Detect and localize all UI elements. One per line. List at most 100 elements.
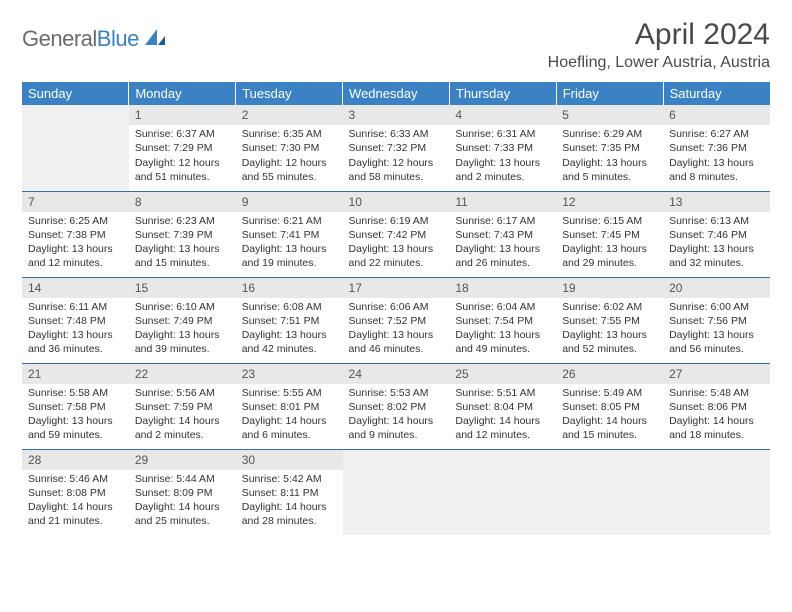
sunrise-text: Sunrise: 5:56 AM	[135, 386, 230, 400]
sunrise-text: Sunrise: 5:55 AM	[242, 386, 337, 400]
weekday-header: Friday	[556, 82, 663, 105]
brand-part2: Blue	[97, 26, 139, 51]
day-number: 26	[556, 364, 663, 384]
calendar-cell: 17Sunrise: 6:06 AMSunset: 7:52 PMDayligh…	[343, 277, 450, 363]
day-body: Sunrise: 5:51 AMSunset: 8:04 PMDaylight:…	[449, 384, 556, 447]
sunrise-text: Sunrise: 6:08 AM	[242, 300, 337, 314]
daylight-text: Daylight: 13 hours and 22 minutes.	[349, 242, 444, 270]
sail-icon	[143, 27, 167, 52]
sunset-text: Sunset: 8:01 PM	[242, 400, 337, 414]
day-body: Sunrise: 6:04 AMSunset: 7:54 PMDaylight:…	[449, 298, 556, 361]
calendar-cell: 7 Sunrise: 6:25 AMSunset: 7:38 PMDaylight…	[22, 191, 129, 277]
day-number: 7	[22, 192, 129, 212]
sunset-text: Sunset: 8:08 PM	[28, 486, 123, 500]
day-body: Sunrise: 5:46 AMSunset: 8:08 PMDaylight:…	[22, 470, 129, 533]
daylight-text: Daylight: 12 hours and 55 minutes.	[242, 156, 337, 184]
day-body: Sunrise: 6:35 AMSunset: 7:30 PMDaylight:…	[236, 125, 343, 188]
sunrise-text: Sunrise: 6:02 AM	[562, 300, 657, 314]
sunrise-text: Sunrise: 6:27 AM	[669, 127, 764, 141]
sunset-text: Sunset: 7:45 PM	[562, 228, 657, 242]
sunset-text: Sunset: 7:30 PM	[242, 141, 337, 155]
daylight-text: Daylight: 13 hours and 52 minutes.	[562, 328, 657, 356]
day-number: 4	[449, 105, 556, 125]
sunrise-text: Sunrise: 6:11 AM	[28, 300, 123, 314]
daylight-text: Daylight: 13 hours and 12 minutes.	[28, 242, 123, 270]
daylight-text: Daylight: 13 hours and 29 minutes.	[562, 242, 657, 270]
sunrise-text: Sunrise: 6:23 AM	[135, 214, 230, 228]
sunset-text: Sunset: 7:32 PM	[349, 141, 444, 155]
sunrise-text: Sunrise: 5:58 AM	[28, 386, 123, 400]
sunset-text: Sunset: 7:41 PM	[242, 228, 337, 242]
day-number: 3	[343, 105, 450, 125]
sunset-text: Sunset: 7:56 PM	[669, 314, 764, 328]
sunset-text: Sunset: 8:04 PM	[455, 400, 550, 414]
daylight-text: Daylight: 14 hours and 15 minutes.	[562, 414, 657, 442]
day-body: Sunrise: 6:13 AMSunset: 7:46 PMDaylight:…	[663, 212, 770, 275]
daylight-text: Daylight: 14 hours and 2 minutes.	[135, 414, 230, 442]
day-number: 6	[663, 105, 770, 125]
calendar-row: 1Sunrise: 6:37 AMSunset: 7:29 PMDaylight…	[22, 105, 770, 191]
sunset-text: Sunset: 7:39 PM	[135, 228, 230, 242]
sunrise-text: Sunrise: 6:25 AM	[28, 214, 123, 228]
calendar-cell: 1Sunrise: 6:37 AMSunset: 7:29 PMDaylight…	[129, 105, 236, 191]
calendar-cell: 9Sunrise: 6:21 AMSunset: 7:41 PMDaylight…	[236, 191, 343, 277]
sunset-text: Sunset: 8:09 PM	[135, 486, 230, 500]
daylight-text: Daylight: 13 hours and 56 minutes.	[669, 328, 764, 356]
sunrise-text: Sunrise: 6:06 AM	[349, 300, 444, 314]
day-number: 5	[556, 105, 663, 125]
daylight-text: Daylight: 13 hours and 26 minutes.	[455, 242, 550, 270]
day-number: 25	[449, 364, 556, 384]
title-block: April 2024 Hoefling, Lower Austria, Aust…	[548, 18, 770, 72]
sunset-text: Sunset: 8:06 PM	[669, 400, 764, 414]
calendar-cell: 6Sunrise: 6:27 AMSunset: 7:36 PMDaylight…	[663, 105, 770, 191]
sunrise-text: Sunrise: 5:46 AM	[28, 472, 123, 486]
day-number: 8	[129, 192, 236, 212]
calendar-cell: 22Sunrise: 5:56 AMSunset: 7:59 PMDayligh…	[129, 363, 236, 449]
day-body: Sunrise: 5:55 AMSunset: 8:01 PMDaylight:…	[236, 384, 343, 447]
sunrise-text: Sunrise: 5:51 AM	[455, 386, 550, 400]
day-body: Sunrise: 5:42 AMSunset: 8:11 PMDaylight:…	[236, 470, 343, 533]
calendar-table: Sunday Monday Tuesday Wednesday Thursday…	[22, 82, 770, 535]
day-body: Sunrise: 6:08 AMSunset: 7:51 PMDaylight:…	[236, 298, 343, 361]
day-body: Sunrise: 6:21 AMSunset: 7:41 PMDaylight:…	[236, 212, 343, 275]
day-number: 27	[663, 364, 770, 384]
day-number: 16	[236, 278, 343, 298]
day-body: Sunrise: 5:49 AMSunset: 8:05 PMDaylight:…	[556, 384, 663, 447]
daylight-text: Daylight: 14 hours and 25 minutes.	[135, 500, 230, 528]
brand-part1: General	[22, 26, 97, 51]
weekday-header: Saturday	[663, 82, 770, 105]
daylight-text: Daylight: 13 hours and 49 minutes.	[455, 328, 550, 356]
day-number: 14	[22, 278, 129, 298]
daylight-text: Daylight: 14 hours and 6 minutes.	[242, 414, 337, 442]
day-body: Sunrise: 5:48 AMSunset: 8:06 PMDaylight:…	[663, 384, 770, 447]
sunset-text: Sunset: 7:58 PM	[28, 400, 123, 414]
calendar-cell: 20Sunrise: 6:00 AMSunset: 7:56 PMDayligh…	[663, 277, 770, 363]
day-body: Sunrise: 6:23 AMSunset: 7:39 PMDaylight:…	[129, 212, 236, 275]
day-number: 18	[449, 278, 556, 298]
day-number: 28	[22, 450, 129, 470]
calendar-cell: 23Sunrise: 5:55 AMSunset: 8:01 PMDayligh…	[236, 363, 343, 449]
sunset-text: Sunset: 7:42 PM	[349, 228, 444, 242]
daylight-text: Daylight: 13 hours and 19 minutes.	[242, 242, 337, 270]
calendar-row: 14Sunrise: 6:11 AMSunset: 7:48 PMDayligh…	[22, 277, 770, 363]
sunset-text: Sunset: 8:05 PM	[562, 400, 657, 414]
daylight-text: Daylight: 13 hours and 32 minutes.	[669, 242, 764, 270]
sunrise-text: Sunrise: 6:19 AM	[349, 214, 444, 228]
day-number: 19	[556, 278, 663, 298]
sunset-text: Sunset: 7:36 PM	[669, 141, 764, 155]
sunrise-text: Sunrise: 6:00 AM	[669, 300, 764, 314]
sunrise-text: Sunrise: 5:53 AM	[349, 386, 444, 400]
daylight-text: Daylight: 14 hours and 28 minutes.	[242, 500, 337, 528]
day-body: Sunrise: 6:15 AMSunset: 7:45 PMDaylight:…	[556, 212, 663, 275]
daylight-text: Daylight: 13 hours and 36 minutes.	[28, 328, 123, 356]
calendar-cell: 30Sunrise: 5:42 AMSunset: 8:11 PMDayligh…	[236, 449, 343, 535]
sunset-text: Sunset: 7:54 PM	[455, 314, 550, 328]
daylight-text: Daylight: 13 hours and 2 minutes.	[455, 156, 550, 184]
sunrise-text: Sunrise: 6:15 AM	[562, 214, 657, 228]
daylight-text: Daylight: 12 hours and 58 minutes.	[349, 156, 444, 184]
calendar-cell: 26Sunrise: 5:49 AMSunset: 8:05 PMDayligh…	[556, 363, 663, 449]
sunset-text: Sunset: 7:38 PM	[28, 228, 123, 242]
day-number: 21	[22, 364, 129, 384]
sunset-text: Sunset: 7:52 PM	[349, 314, 444, 328]
calendar-cell: 2Sunrise: 6:35 AMSunset: 7:30 PMDaylight…	[236, 105, 343, 191]
